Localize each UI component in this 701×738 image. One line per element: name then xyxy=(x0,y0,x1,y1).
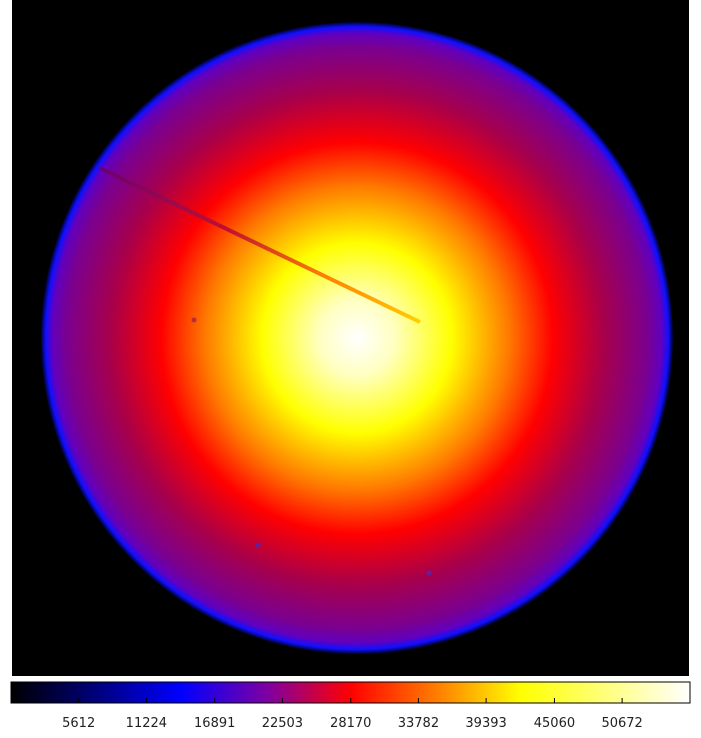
spot xyxy=(255,542,261,548)
spot xyxy=(191,317,197,323)
colorbar-tick-label: 16891 xyxy=(194,716,235,731)
colorbar-tick-label: 5612 xyxy=(62,716,95,731)
colorbar-tick-label: 22503 xyxy=(262,716,303,731)
colorbar-tick-label: 50672 xyxy=(601,716,642,731)
colorbar-ticks: 5612 11224 16891 22503 28170 33782 39393 45060 5… xyxy=(62,698,643,731)
colorbar-tick-label: 11224 xyxy=(126,716,167,731)
detector-disc xyxy=(41,22,673,654)
streak xyxy=(99,166,421,324)
colorbar-tick-label: 39393 xyxy=(465,716,506,731)
spot xyxy=(426,570,432,576)
colorbar-tick-label: 45060 xyxy=(534,716,575,731)
colorbar-tick-label: 28170 xyxy=(330,716,371,731)
colorbar-tick-label: 33782 xyxy=(398,716,439,731)
